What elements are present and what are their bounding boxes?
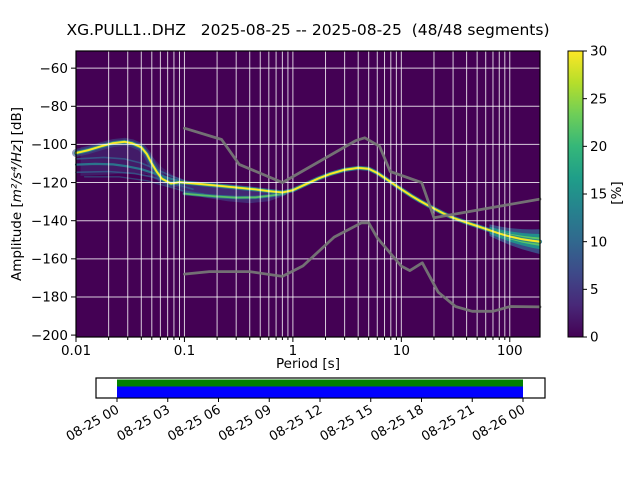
timeline-coverage-bar <box>117 386 523 398</box>
colorbar-tick-label: 20 <box>590 139 607 155</box>
timeline-tick-label: 08-26 00 <box>470 402 528 444</box>
y-tick-label: −180 <box>31 290 68 306</box>
y-axis-label: Amplitude [m²/s⁴/Hz] [dB] <box>9 107 25 281</box>
colorbar-tick-label: 25 <box>590 91 607 107</box>
timeline-tick-label: 08-25 21 <box>419 402 477 444</box>
y-tick-label: −80 <box>40 99 69 115</box>
colorbar-label: [%] <box>609 181 625 205</box>
colorbar-tick-label: 0 <box>590 330 599 346</box>
colorbar <box>567 50 584 338</box>
axes-frame <box>75 50 541 338</box>
colorbar-tick-label: 5 <box>590 282 599 298</box>
timeline-tick-label: 08-25 06 <box>165 402 223 444</box>
psd-secondary-trace <box>74 162 181 183</box>
axis-ticks <box>71 67 511 342</box>
y-axis-label-prefix: Amplitude [ <box>9 202 25 282</box>
low-noise-model-line <box>182 221 542 313</box>
y-axis-label-units: m²/s⁴/Hz <box>9 144 25 203</box>
high-noise-model-line <box>182 126 542 220</box>
y-tick-label: −140 <box>31 213 68 229</box>
timeline-tick-label: 08-25 18 <box>368 402 426 444</box>
psd-lower-ridge-core <box>183 192 287 199</box>
colorbar-tick-label: 15 <box>590 187 607 203</box>
x-tick-label: 10 <box>393 343 410 359</box>
x-tick-label: 0.1 <box>174 343 195 359</box>
y-axis-label-suffix: ] [dB] <box>9 106 25 145</box>
x-tick-label: 0.01 <box>61 343 91 359</box>
heatmap-background <box>76 51 540 337</box>
colorbar-tick-label: 30 <box>590 44 607 60</box>
y-tick-label: −160 <box>31 252 68 268</box>
timeline-extent-bar <box>117 379 523 387</box>
x-tick-label: 1 <box>289 343 298 359</box>
timeline-tick-label: 08-25 00 <box>64 402 122 444</box>
x-axis-label: Period [s] <box>276 356 340 372</box>
x-tick-label: 100 <box>497 343 523 359</box>
timeline-tick-label: 08-25 09 <box>216 402 274 444</box>
timeline-tick-label: 08-25 15 <box>318 402 376 444</box>
y-tick-label: −100 <box>31 137 68 153</box>
grid <box>76 51 540 337</box>
y-tick-label: −60 <box>40 61 69 77</box>
timeline-tick-label: 08-25 03 <box>115 402 173 444</box>
psd-secondary-trace <box>83 176 205 195</box>
plot-title: XG.PULL1..DHZ 2025-08-25 -- 2025-08-25 (… <box>66 21 550 39</box>
timeline-tick-label: 08-25 12 <box>267 402 325 444</box>
y-tick-label: −200 <box>31 328 68 344</box>
y-tick-label: −120 <box>31 175 68 191</box>
colorbar-tick-label: 10 <box>590 234 607 250</box>
